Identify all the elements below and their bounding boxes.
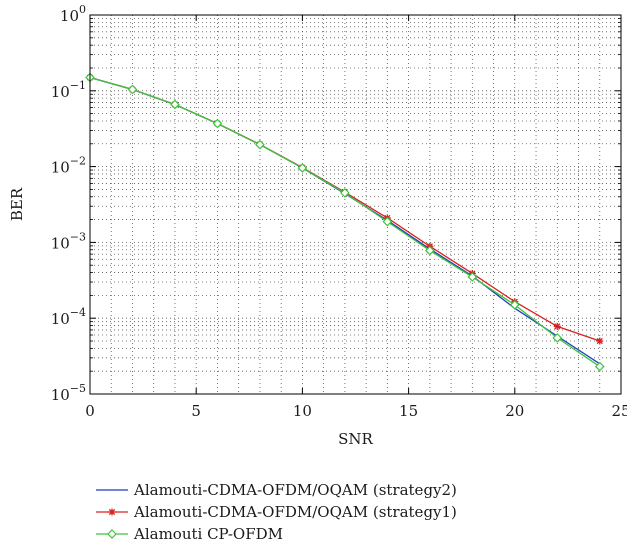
y-tick-label: 10−3 [51,230,86,252]
legend-label-1: Alamouti-CDMA-OFDM/OQAM (strategy2) [133,481,457,499]
y-tick-label: 10−4 [51,306,86,328]
series-2-point [553,322,561,330]
y-tick-label: 10−2 [51,155,86,177]
series-3-point [255,139,265,150]
y-tick-label: 100 [60,3,86,25]
x-axis-label: SNR [338,430,373,448]
axis-ticks: 0 5 10 15 20 25 10−5 10−4 10−3 10−2 10−1 100 [51,3,627,420]
legend-label-2: Alamouti-CDMA-OFDM/OQAM (strategy1) [133,503,457,521]
series-layer [85,72,605,372]
legend-marker-2 [108,508,116,516]
series-2-point [596,337,604,345]
legend-marker-3 [107,529,117,539]
series-3-point [340,188,350,198]
series-3-point [170,99,180,110]
series-line-2 [89,76,600,342]
star-marker-stroke [108,508,116,516]
series-3-point [297,163,308,173]
grid [90,15,621,394]
x-tick-label: 25 [611,402,627,420]
x-tick-label: 5 [191,402,201,420]
legend-label-3: Alamouti CP-OFDM [133,525,283,543]
series-3-point [382,216,393,227]
series-3-point [594,361,605,372]
x-tick-label: 15 [399,402,418,420]
x-tick-label: 20 [505,402,524,420]
series-3-point [467,272,478,282]
series-3-point [212,118,223,129]
series-line-1 [89,76,601,365]
series-3-point [424,245,435,256]
star-marker-stroke [554,323,561,330]
legend: Alamouti-CDMA-OFDM/OQAM (strategy2) Alamo… [96,481,457,543]
x-tick-label: 0 [85,402,95,420]
plot-frame [89,14,622,395]
x-tick-label: 10 [293,402,312,420]
series-3-point [509,300,520,310]
y-axis-label: BER [8,187,26,221]
series-3-point [127,84,138,95]
y-tick-label: 10−1 [51,79,86,101]
series-3-point [552,333,563,343]
y-tick-label: 10−5 [51,382,86,404]
star-marker-stroke [596,337,603,345]
